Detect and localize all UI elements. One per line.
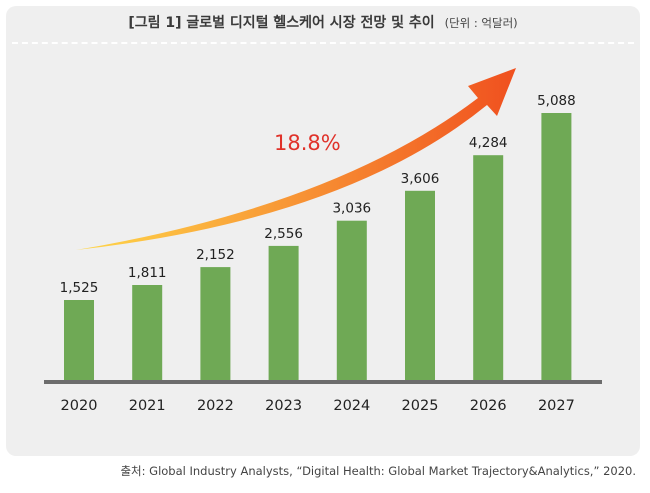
bar-2022 [200,267,231,380]
bar-chart: 1,525 1,811 2,152 2,556 3,036 3,606 4,284 5,088… [44,68,602,414]
chart-header: [그림 1] 글로벌 디지털 헬스케어 시장 전망 및 추이 (단위 : 억달러) [6,12,640,32]
bar-2025 [405,190,435,380]
bar-2023 [268,245,299,380]
value-label-2023: 2,556 [264,226,303,242]
bar-2024 [336,220,367,380]
x-axis-line [44,380,602,384]
year-label-2024: 2024 [333,398,370,414]
year-label-2027: 2027 [538,398,575,414]
year-label-2021: 2021 [129,398,166,414]
year-label-2022: 2022 [197,398,234,414]
year-label-2026: 2026 [470,398,507,414]
value-label-2020: 1,525 [60,280,99,296]
bar-2021 [132,285,163,380]
source-note: 출처: Global Industry Analysts, “Digital H… [120,464,636,478]
year-label-2025: 2025 [402,398,439,414]
bar-2027 [541,113,572,380]
value-label-2024: 3,036 [332,201,371,217]
unit-label: (단위 : 억달러) [444,16,518,30]
bar-2026 [473,155,504,380]
growth-rate-label: 18.8% [274,131,341,155]
value-label-2025: 3,606 [401,171,440,187]
value-label-2021: 1,811 [128,265,167,281]
bar-2020 [64,300,94,380]
year-label-2023: 2023 [265,398,302,414]
year-label-2020: 2020 [61,398,98,414]
growth-arrow [76,68,516,250]
value-label-2027: 5,088 [537,93,576,109]
chart-title: [그림 1] 글로벌 디지털 헬스케어 시장 전망 및 추이 [128,15,435,31]
title-divider [12,42,634,44]
value-label-2026: 4,284 [469,135,508,151]
value-label-2022: 2,152 [196,247,235,263]
